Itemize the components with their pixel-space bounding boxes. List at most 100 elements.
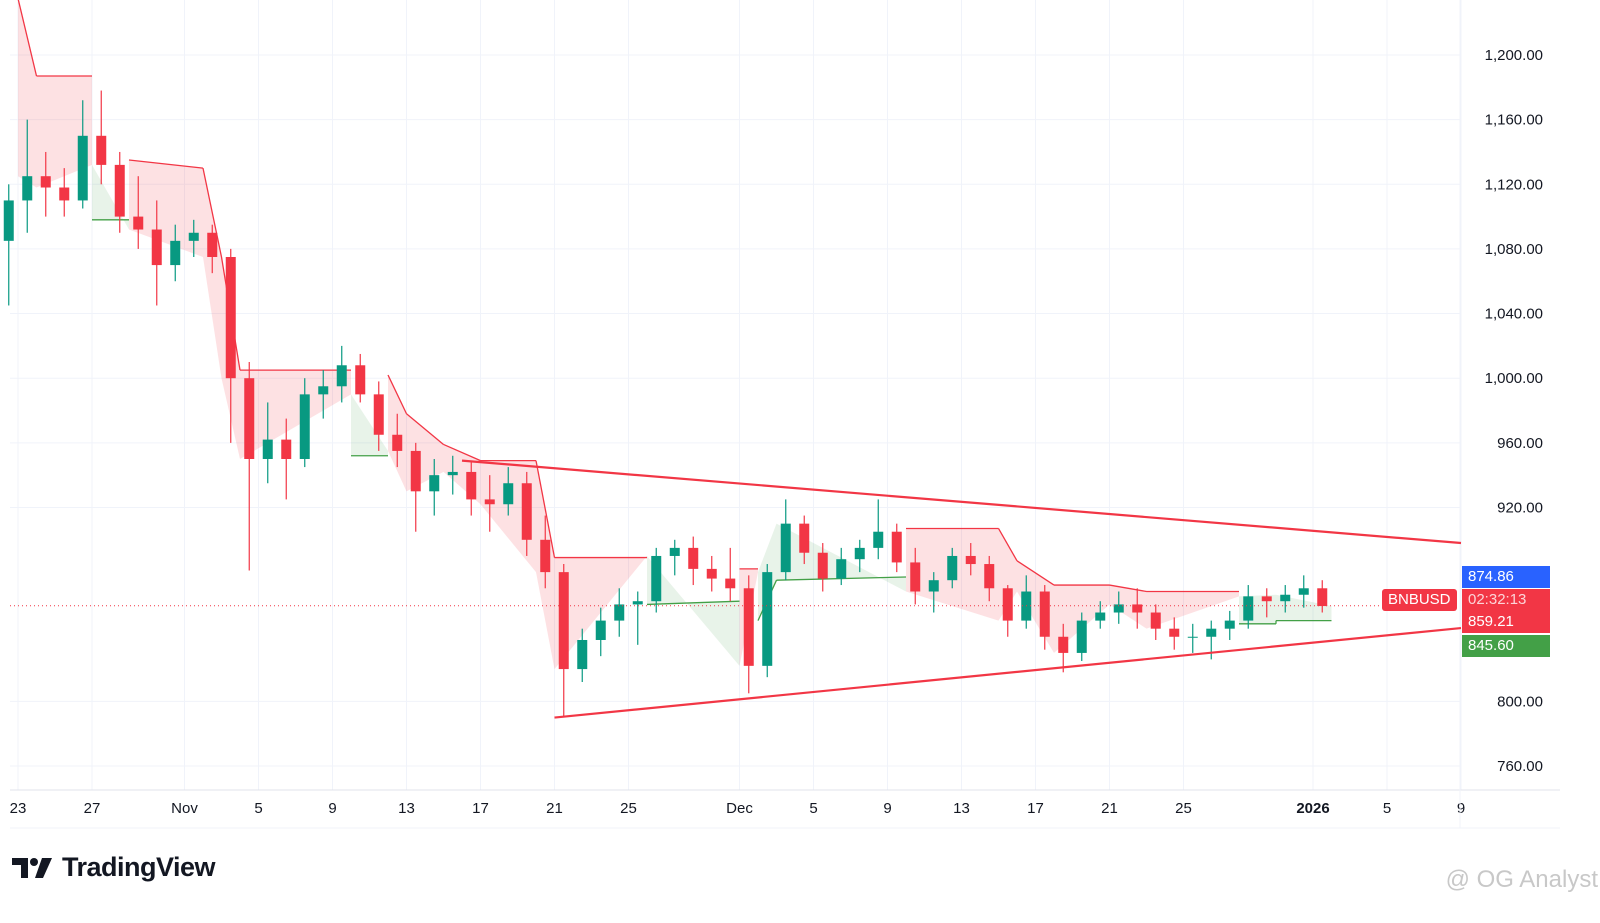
candle xyxy=(262,402,273,484)
candle-body xyxy=(59,187,70,201)
candle-body xyxy=(577,639,588,670)
tradingview-logo-text: TradingView xyxy=(62,852,216,882)
candle-body xyxy=(1224,620,1235,629)
trend-stop-fill xyxy=(1146,591,1239,629)
candle xyxy=(817,543,828,592)
candle-body xyxy=(669,547,680,556)
candle xyxy=(1317,580,1328,613)
candle xyxy=(244,362,255,571)
candle xyxy=(540,515,551,589)
trend-stop-line xyxy=(387,374,408,415)
trend-stop-line xyxy=(443,443,481,462)
candle-body xyxy=(1280,594,1291,602)
y-tick-label: 920.00 xyxy=(1497,499,1543,516)
candle-body xyxy=(965,555,976,565)
candle xyxy=(299,378,310,468)
candle xyxy=(891,523,902,573)
x-tick-label: 13 xyxy=(953,800,970,817)
x-tick-label: 17 xyxy=(1027,800,1044,817)
candle-body xyxy=(373,394,384,435)
candle xyxy=(188,219,199,257)
candle-body xyxy=(632,601,643,605)
trend-stop-line xyxy=(17,0,38,77)
candle-body xyxy=(336,365,347,387)
candle-body xyxy=(77,135,88,201)
candle-body xyxy=(22,176,33,201)
y-tick-label: 800.00 xyxy=(1497,693,1543,710)
candle-body xyxy=(706,568,717,579)
watermark: @ OG Analyst xyxy=(1445,866,1598,893)
candle-body xyxy=(447,471,458,476)
candle-body xyxy=(1298,588,1309,595)
candle-body xyxy=(484,499,495,505)
candle-body xyxy=(873,531,884,548)
candle xyxy=(1298,575,1309,608)
candle-body xyxy=(114,164,125,217)
trend-stop-fill xyxy=(240,370,351,459)
candle-body xyxy=(170,240,181,266)
y-tick-label: 760.00 xyxy=(1497,758,1543,775)
candle-body xyxy=(466,471,477,500)
candle xyxy=(558,564,569,718)
price-chart[interactable]: 760.00 800.00 920.00 960.00 1,000.00 1,040.00… xyxy=(0,0,1600,840)
x-tick-label: 17 xyxy=(472,800,489,817)
candle-body xyxy=(1002,588,1013,621)
candle-body xyxy=(521,483,532,540)
candle-body xyxy=(688,547,699,569)
candle-body xyxy=(355,365,366,395)
candle-body xyxy=(799,523,810,553)
candle xyxy=(355,353,366,403)
x-tick-label: 21 xyxy=(546,800,563,817)
candle xyxy=(225,248,236,443)
candle xyxy=(577,628,588,683)
candle xyxy=(503,467,514,516)
candle-body xyxy=(1095,612,1106,621)
x-tick-label: 25 xyxy=(620,800,637,817)
candle-body xyxy=(1243,596,1254,621)
x-tick-label: 9 xyxy=(883,800,891,817)
x-tick-label: 5 xyxy=(1383,800,1391,817)
candle-body xyxy=(817,552,828,579)
candle-body xyxy=(595,620,606,640)
candle-body xyxy=(1132,604,1143,613)
candle xyxy=(688,536,699,586)
trend-stop-line xyxy=(535,460,556,558)
candle xyxy=(651,547,662,613)
candle xyxy=(799,515,810,565)
x-tick-label: 23 xyxy=(10,800,27,817)
x-tick-label: Nov xyxy=(171,800,198,817)
candle xyxy=(392,413,403,468)
trendline xyxy=(461,459,1462,545)
candle xyxy=(1076,612,1087,661)
symbol-label: BNBUSD xyxy=(1382,589,1457,611)
candle xyxy=(1261,588,1272,618)
trend-stop-line xyxy=(202,167,223,258)
candle xyxy=(632,591,643,645)
y-tick-label: 1,040.00 xyxy=(1485,306,1543,323)
trend-stop-fill xyxy=(129,160,203,257)
candle xyxy=(484,475,495,532)
candle-body xyxy=(891,531,902,563)
candle xyxy=(1280,585,1291,613)
y-tick-label: 1,120.00 xyxy=(1485,176,1543,193)
candle xyxy=(1150,604,1161,640)
tradingview-logo[interactable]: TradingView xyxy=(12,852,216,883)
candle-body xyxy=(780,523,791,573)
candle xyxy=(669,539,680,576)
candle xyxy=(1039,585,1050,650)
candle xyxy=(170,224,181,282)
candle xyxy=(984,555,995,602)
candle xyxy=(762,564,773,678)
x-tick-label: 25 xyxy=(1175,800,1192,817)
candle xyxy=(743,575,754,694)
price-tag-high: 874.86 xyxy=(1462,566,1550,588)
last-price-tag: 859.21 xyxy=(1462,611,1550,633)
candle-body xyxy=(984,564,995,589)
trend-stop-fill xyxy=(18,0,37,188)
candle-body xyxy=(133,216,144,230)
candle xyxy=(318,370,329,419)
candle xyxy=(614,588,625,637)
candle-body xyxy=(1261,596,1272,602)
candle-body xyxy=(854,547,865,560)
candle xyxy=(429,459,440,516)
